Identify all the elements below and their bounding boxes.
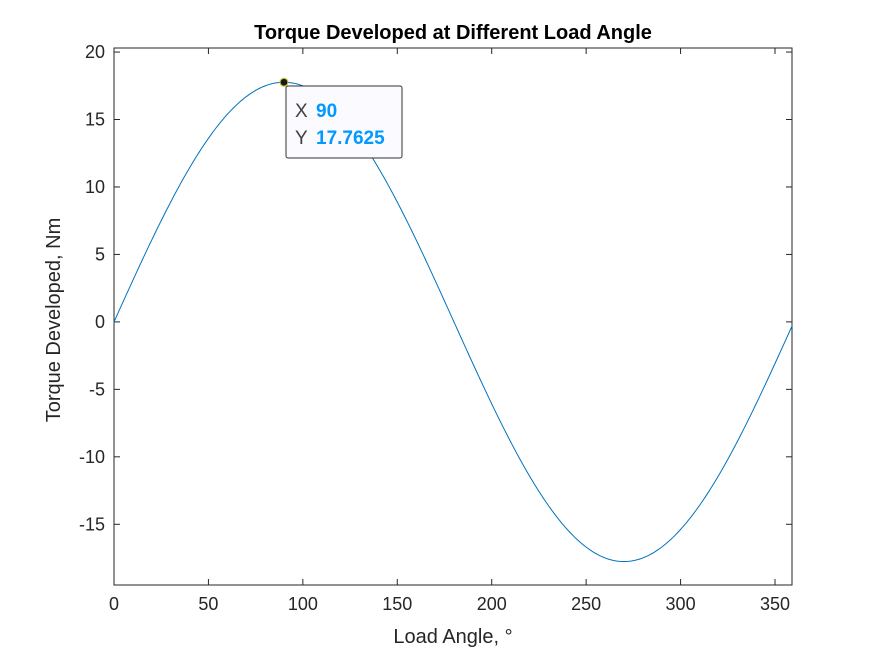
y-tick-label: 15 bbox=[85, 110, 105, 130]
y-axis-title: Torque Developed, Nm bbox=[43, 218, 65, 423]
y-tick-label: -5 bbox=[89, 379, 105, 399]
series-point bbox=[198, 151, 200, 153]
datatip-y-key: Y bbox=[295, 128, 308, 149]
series-point bbox=[226, 113, 228, 115]
series-point bbox=[680, 528, 682, 530]
x-tick-label: 250 bbox=[571, 594, 601, 614]
series-point bbox=[736, 441, 738, 443]
y-tick-label: 20 bbox=[85, 42, 105, 62]
datatip-marker bbox=[279, 77, 289, 87]
datatip-x-value: 90 bbox=[316, 101, 337, 122]
series-point bbox=[170, 201, 172, 203]
datatip-x-key: X bbox=[295, 101, 308, 122]
y-tick-label: -15 bbox=[79, 514, 105, 534]
series-point bbox=[623, 561, 625, 563]
series-point bbox=[595, 553, 597, 555]
y-tick-label: 0 bbox=[95, 312, 105, 332]
axes-box bbox=[113, 47, 793, 586]
x-tick-label: 200 bbox=[477, 594, 507, 614]
series-point bbox=[113, 321, 115, 323]
series-point bbox=[510, 441, 512, 443]
series-point bbox=[708, 490, 710, 492]
series-point bbox=[481, 383, 483, 385]
x-tick-label: 0 bbox=[109, 594, 119, 614]
chart-title: Torque Developed at Different Load Angle bbox=[254, 22, 652, 44]
x-tick-label: 150 bbox=[382, 594, 412, 614]
series-point bbox=[538, 490, 540, 492]
x-tick-label: 300 bbox=[666, 594, 696, 614]
x-tick-label: 350 bbox=[760, 594, 790, 614]
series-point bbox=[566, 528, 568, 530]
x-axis-title: Load Angle, ° bbox=[393, 626, 512, 648]
series-point bbox=[396, 201, 398, 203]
series-point bbox=[141, 259, 143, 261]
x-tick-label: 100 bbox=[288, 594, 318, 614]
series-point bbox=[425, 259, 427, 261]
series-point bbox=[765, 383, 767, 385]
y-tick-label: 10 bbox=[85, 177, 105, 197]
y-tick-label: -10 bbox=[79, 447, 105, 467]
series-point bbox=[255, 89, 257, 91]
x-tick-label: 50 bbox=[198, 594, 218, 614]
y-tick-label: 5 bbox=[95, 244, 105, 264]
series-point bbox=[791, 325, 793, 327]
series-point bbox=[453, 321, 455, 323]
datatip[interactable]: X 90 Y 17.7625 bbox=[285, 85, 403, 159]
series-point bbox=[651, 553, 653, 555]
datatip-y-value: 17.7625 bbox=[316, 128, 385, 149]
datatip-box bbox=[285, 85, 403, 159]
plot-area: 0 50 100 150 200 250 300 350 -15 -10 -5 0 5 10 15 20 bbox=[79, 42, 793, 614]
